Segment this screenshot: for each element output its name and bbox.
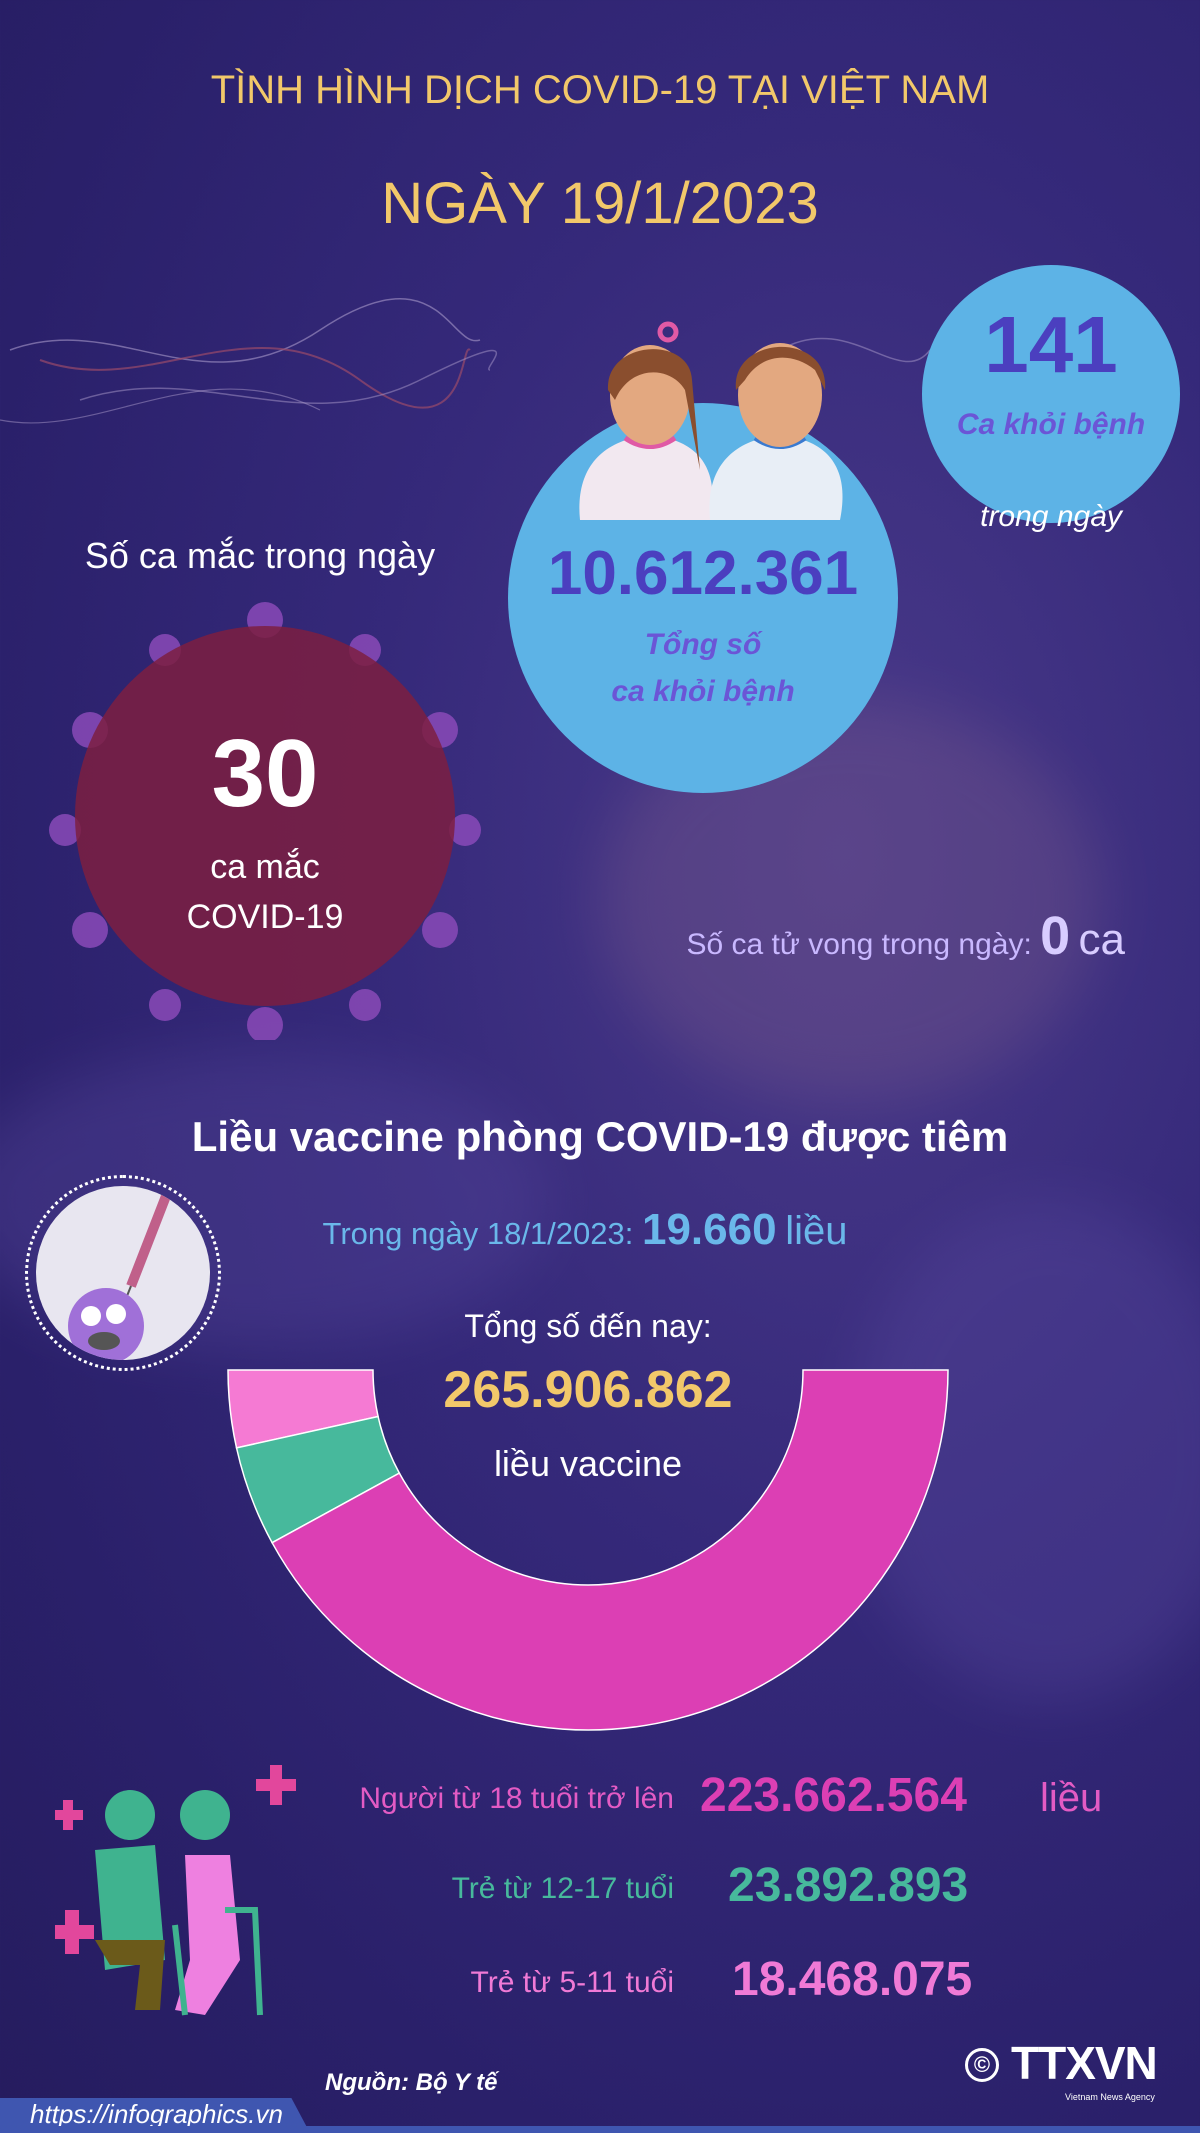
cases-today-value: 30 <box>211 720 319 827</box>
footer-band <box>0 2126 1200 2133</box>
vaccine-group-row: Người từ 18 tuổi trở lên 223.662.564 liề… <box>0 1769 1200 1830</box>
vaccine-total-value: 265.906.862 <box>443 1361 733 1419</box>
deaths-label: Số ca tử vong trong ngày: <box>686 928 1032 961</box>
site-url-link[interactable]: https://infographics.vn <box>30 2099 283 2129</box>
deaths-unit: ca <box>1078 915 1125 964</box>
deaths-today: Số ca tử vong trong ngày: 0 ca <box>686 905 1125 967</box>
total-recovered-label: Tổng số <box>644 628 762 661</box>
source-note: Nguồn: Bộ Y tế <box>325 2069 498 2096</box>
group-value: 18.468.075 <box>732 1953 973 2006</box>
vaccine-day-label: Trong ngày 18/1/2023: <box>322 1216 634 1251</box>
vaccine-group-row: Trẻ từ 5-11 tuổi 18.468.075 <box>0 1953 1200 2014</box>
cases-today-circle: 30 ca mắc COVID-19 <box>75 626 455 1006</box>
vaccine-day-line: Trong ngày 18/1/2023: 19.660 liều <box>0 1205 1170 1255</box>
syringe-icon <box>68 1194 171 1360</box>
vaccine-donut-chart <box>227 1369 949 1731</box>
vaccination-illustration <box>55 1765 296 2016</box>
vaccine-day-value: 19.660 <box>641 1205 777 1254</box>
logo-text: TTXVN <box>1011 2037 1158 2089</box>
recovered-today-value: 141 <box>984 300 1118 389</box>
group-label: Trẻ từ 5-11 tuổi <box>470 1966 675 1999</box>
wave-lines-decoration <box>0 297 931 424</box>
deaths-value: 0 <box>1040 906 1071 966</box>
syringe-virus-illustration <box>25 1175 221 1371</box>
vaccine-total-unit: liều vaccine <box>493 1443 683 1484</box>
group-value: 223.662.564 <box>700 1769 967 1822</box>
page-title: TÌNH HÌNH DỊCH COVID-19 TẠI VIỆT NAM <box>210 68 990 112</box>
copyright-icon: © <box>965 2048 999 2082</box>
group-unit: liều <box>1040 1776 1103 1820</box>
donut-segment-3 <box>271 1369 949 1731</box>
recovered-today-sub: trong ngày <box>980 500 1122 533</box>
logo-subtext: Vietnam News Agency <box>1065 2092 1155 2102</box>
page-date: NGÀY 19/1/2023 <box>381 171 819 236</box>
cases-today-label: COVID-19 <box>186 898 344 936</box>
recovered-today-label: Ca khỏi bệnh <box>956 408 1146 441</box>
group-value: 23.892.893 <box>728 1859 969 1912</box>
cases-today-heading: Số ca mắc trong ngày <box>84 535 436 576</box>
vaccine-title: Liều vaccine phòng COVID-19 được tiêm <box>191 1113 1009 1160</box>
recovered-today-circle: 141 Ca khỏi bệnh <box>922 265 1180 523</box>
group-label: Người từ 18 tuổi trở lên <box>359 1782 674 1815</box>
total-recovered-label: ca khỏi bệnh <box>611 675 795 708</box>
cases-today-label: ca mắc <box>210 848 320 886</box>
vaccine-group-row: Trẻ từ 12-17 tuổi 23.892.893 <box>0 1859 1200 1920</box>
total-recovered-value: 10.612.361 <box>547 539 859 608</box>
group-label: Trẻ từ 12-17 tuổi <box>451 1872 674 1905</box>
vaccine-total-label: Tổng số đến nay: <box>464 1308 712 1344</box>
vaccine-day-unit: liều <box>785 1209 848 1253</box>
ttxvn-logo: © TTXVN Vietnam News Agency <box>965 2040 1185 2110</box>
patients-icon <box>579 321 843 520</box>
